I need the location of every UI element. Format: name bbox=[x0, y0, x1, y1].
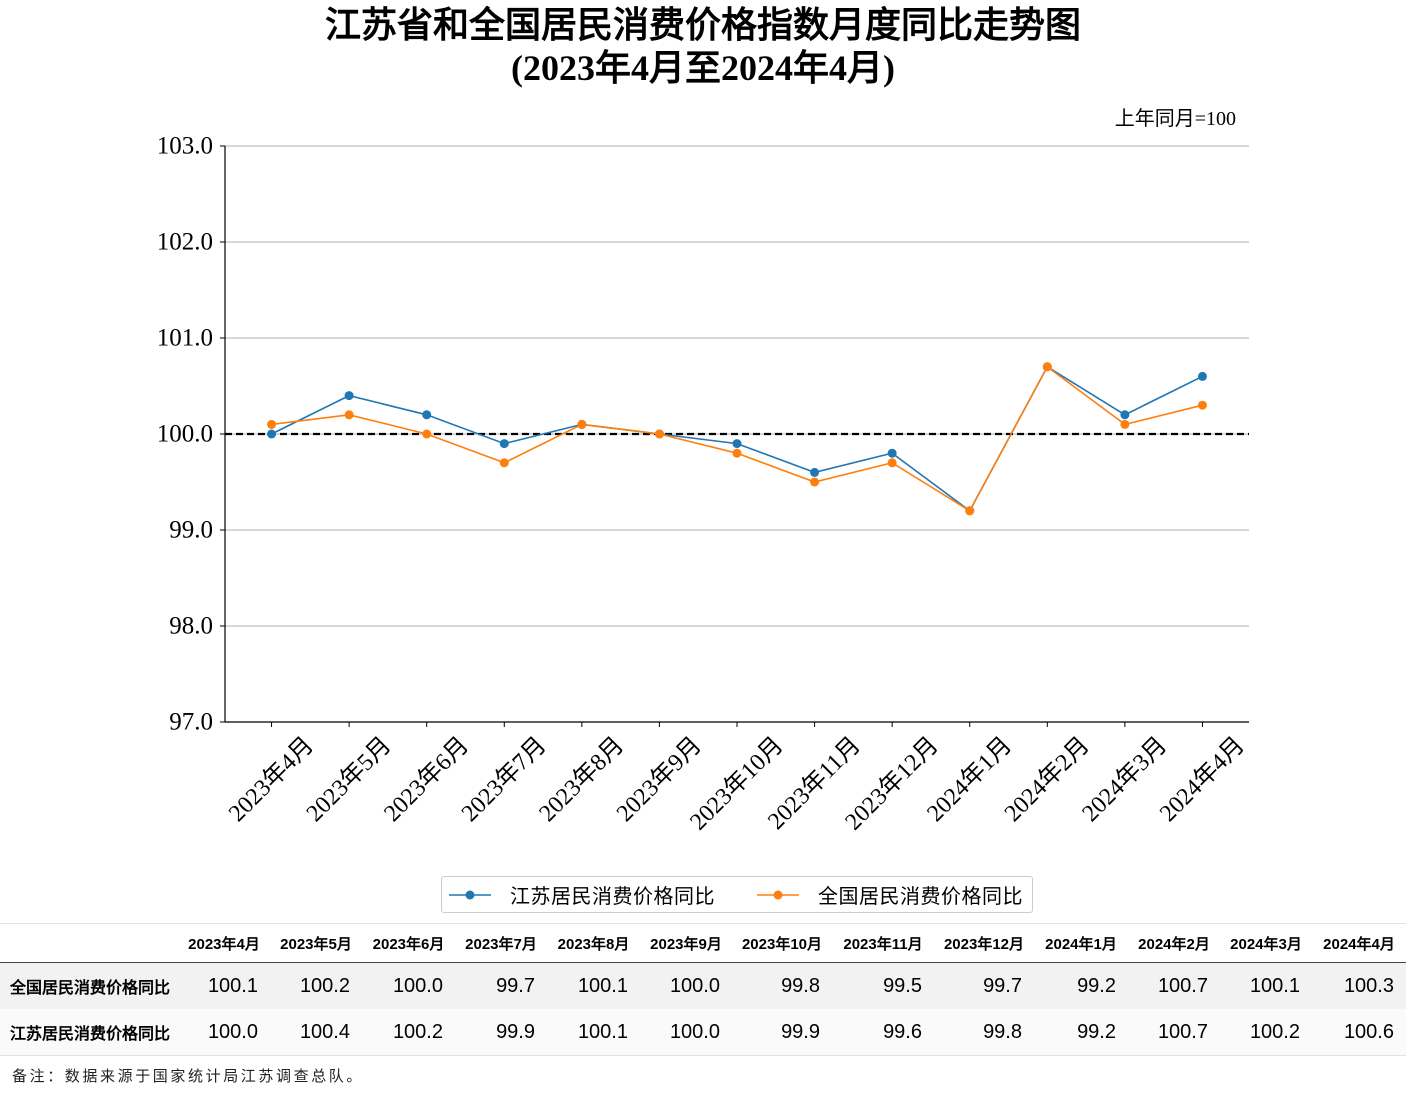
table-cell: 100.7 bbox=[1157, 974, 1208, 997]
legend-label-jiangsu: 江苏居民消费价格同比 bbox=[510, 886, 715, 908]
table-cell: 100.0 bbox=[207, 1020, 258, 1043]
table-column-header: 2024年3月 bbox=[1230, 935, 1302, 953]
legend-item-national: 全国居民消费价格同比 bbox=[757, 877, 1023, 912]
data-point bbox=[267, 429, 277, 439]
table-column-header: 2024年1月 bbox=[1045, 935, 1117, 953]
data-point bbox=[1120, 419, 1130, 429]
data-point bbox=[344, 410, 354, 420]
table-cell: 99.2 bbox=[1077, 1020, 1116, 1043]
data-point bbox=[654, 429, 664, 439]
data-point bbox=[422, 410, 432, 420]
data-point bbox=[732, 448, 742, 458]
table-cell: 100.7 bbox=[1157, 1020, 1208, 1043]
data-point bbox=[810, 477, 820, 487]
table-corner bbox=[0, 924, 178, 963]
legend-swatch-jiangsu bbox=[449, 890, 491, 899]
legend-item-jiangsu: 江苏居民消费价格同比 bbox=[449, 877, 715, 912]
table-column-header: 2023年8月 bbox=[557, 935, 630, 953]
table-column-header: 2023年7月 bbox=[465, 935, 537, 953]
data-point bbox=[344, 391, 354, 401]
data-point bbox=[1197, 400, 1207, 410]
table-cell: 99.6 bbox=[883, 1020, 922, 1043]
series-group bbox=[267, 362, 1207, 516]
table-cell: 100.6 bbox=[1343, 1020, 1394, 1043]
data-point bbox=[577, 419, 587, 429]
series-line-1 bbox=[271, 365, 1203, 512]
data-point bbox=[810, 467, 820, 477]
table-cell: 100.1 bbox=[577, 1020, 628, 1043]
table-row-label: 全国居民消费价格同比 bbox=[10, 980, 171, 997]
table-cell: 99.8 bbox=[983, 1020, 1022, 1043]
y-tick-label: 102.0 bbox=[157, 229, 213, 256]
data-point bbox=[887, 458, 897, 468]
table-row-label: 江苏居民消费价格同比 bbox=[10, 1026, 171, 1043]
data-point bbox=[1042, 362, 1052, 372]
table-cell: 100.1 bbox=[1249, 974, 1300, 997]
table-row: 全国居民消费价格同比 100.1 100.2 100.0 99.7 100.1 100.0 9… bbox=[0, 962, 1406, 1009]
table-cell: 99.9 bbox=[496, 1020, 535, 1043]
chart-title: 江苏省和全国居民消费价格指数月度同比走势图 bbox=[324, 5, 1081, 45]
table-cell: 100.1 bbox=[207, 974, 258, 997]
table-cell: 100.0 bbox=[669, 974, 720, 997]
y-tick-label: 99.0 bbox=[169, 517, 213, 544]
table-column-header: 2023年9月 bbox=[650, 935, 722, 953]
table-column-header: 2023年5月 bbox=[280, 935, 352, 953]
data-point bbox=[499, 439, 509, 449]
legend-label-national: 全国居民消费价格同比 bbox=[818, 886, 1023, 908]
data-point bbox=[965, 506, 975, 516]
table-cell: 100.2 bbox=[392, 1020, 443, 1043]
table-cell: 99.9 bbox=[781, 1020, 820, 1043]
table-column-header: 2024年4月 bbox=[1323, 935, 1395, 953]
legend: 江苏居民消费价格同比 全国居民消费价格同比 bbox=[441, 876, 1033, 913]
axes: 97.098.099.0100.0101.0102.0103.02023年4月2… bbox=[157, 133, 1250, 836]
table-cell: 100.3 bbox=[1343, 974, 1394, 997]
x-tick-label: 2024年4月 bbox=[1154, 732, 1249, 827]
y-tick-label: 101.0 bbox=[157, 325, 213, 352]
table-cell: 100.2 bbox=[1249, 1020, 1300, 1043]
table-column-header: 2023年10月 bbox=[741, 935, 823, 953]
table-column-header: 2024年2月 bbox=[1138, 935, 1210, 953]
table-column-header: 2023年11月 bbox=[843, 935, 923, 953]
data-point bbox=[422, 429, 432, 439]
table-row: 江苏居民消费价格同比 100.0 100.4 100.2 99.9 100.1 100.0 9… bbox=[0, 1009, 1406, 1056]
footnote: 备注：数据来源于国家统计局江苏调查总队。 bbox=[12, 1069, 365, 1085]
table-body: 全国居民消费价格同比 100.1 100.2 100.0 99.7 100.1 100.0 9… bbox=[0, 962, 1406, 1056]
table-cell: 100.2 bbox=[299, 974, 350, 997]
table-cell: 99.2 bbox=[1077, 974, 1116, 997]
table-cell: 99.7 bbox=[983, 974, 1022, 997]
table-column-header: 2023年6月 bbox=[372, 935, 445, 953]
data-point bbox=[887, 448, 897, 458]
table-cell: 100.1 bbox=[577, 974, 628, 997]
table-cell: 99.7 bbox=[496, 974, 535, 997]
table-cell: 99.8 bbox=[781, 974, 820, 997]
table-header: 2023年4月 2023年5月 2023年6月 2023年7月 2023年8月 2023年… bbox=[0, 924, 1406, 963]
y-tick-label: 97.0 bbox=[169, 709, 213, 736]
legend-swatch-national bbox=[757, 890, 799, 899]
table-column-header: 2023年4月 bbox=[188, 935, 260, 953]
data-point bbox=[267, 419, 277, 429]
series-line-0 bbox=[271, 365, 1203, 512]
base-period-note: 上年同月=100 bbox=[1114, 108, 1236, 130]
data-point bbox=[1197, 371, 1207, 381]
table-cell: 100.4 bbox=[299, 1020, 350, 1043]
y-tick-label: 103.0 bbox=[157, 133, 213, 160]
y-tick-label: 100.0 bbox=[157, 421, 213, 448]
data-point bbox=[499, 458, 509, 468]
chart-subtitle: (2023年4月至2024年4月) bbox=[511, 48, 895, 88]
table-cell: 100.0 bbox=[669, 1020, 720, 1043]
table-header-row: 2023年4月 2023年5月 2023年6月 2023年7月 2023年8月 2023年… bbox=[0, 924, 1406, 963]
data-point bbox=[732, 439, 742, 449]
data-table: 2023年4月 2023年5月 2023年6月 2023年7月 2023年8月 2023年… bbox=[0, 923, 1406, 1056]
y-tick-label: 98.0 bbox=[169, 613, 213, 640]
table-cell: 99.5 bbox=[883, 974, 922, 997]
table-column-header: 2023年12月 bbox=[943, 935, 1025, 953]
line-chart: 97.098.099.0100.0101.0102.0103.02023年4月2… bbox=[157, 133, 1250, 836]
table-cell: 100.0 bbox=[392, 974, 443, 997]
data-point bbox=[1120, 410, 1130, 420]
